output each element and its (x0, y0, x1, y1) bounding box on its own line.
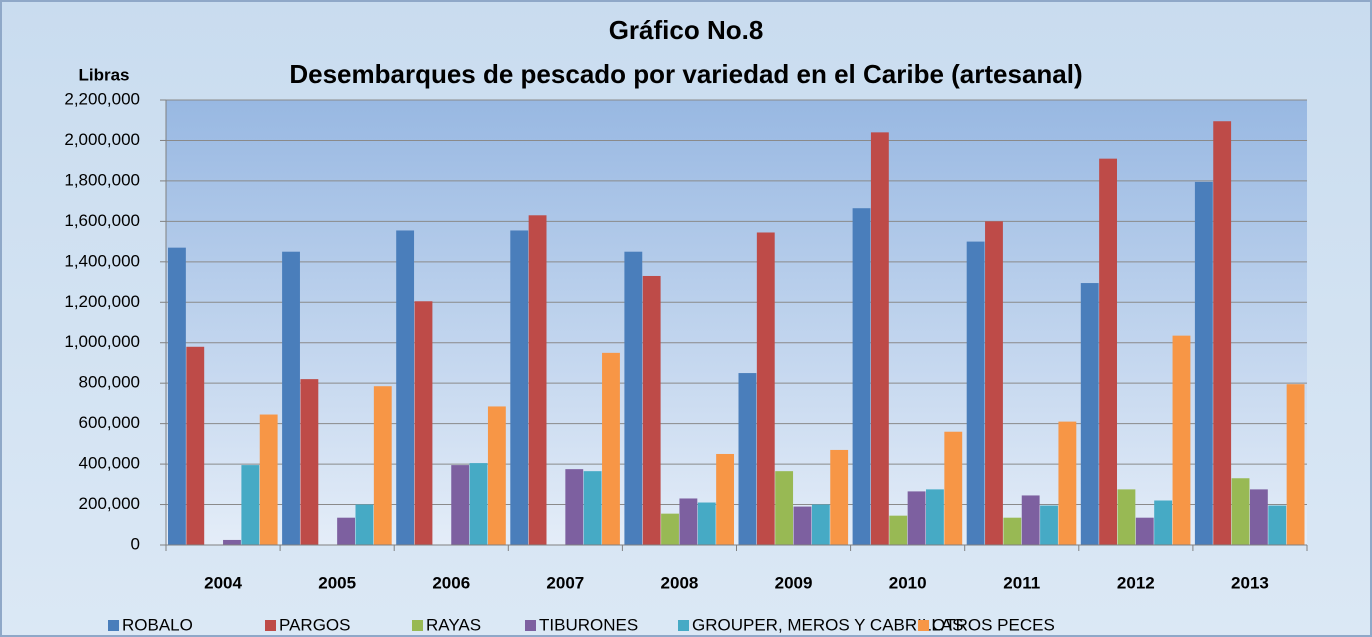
bar (168, 247, 186, 545)
legend-label: PARGOS (279, 615, 350, 634)
bar (528, 215, 547, 545)
x-tick-label: 2013 (1231, 573, 1269, 592)
y-tick-label: 1,600,000 (64, 211, 140, 230)
bar (300, 379, 319, 545)
bar (259, 414, 278, 545)
bar (1040, 505, 1058, 545)
bar (852, 208, 871, 545)
legend-label: ROBALO (122, 615, 193, 634)
bar (1194, 181, 1213, 545)
bar (679, 498, 698, 545)
x-tick-label: 2012 (1117, 573, 1155, 592)
bar (1249, 489, 1268, 545)
bar (1231, 478, 1250, 545)
legend-swatch (108, 620, 119, 631)
bar (1154, 500, 1173, 545)
bar (583, 471, 602, 545)
x-tick-label: 2010 (889, 573, 927, 592)
bar (1213, 121, 1232, 545)
bar (414, 301, 433, 545)
bar (889, 515, 908, 545)
x-tick-label: 2011 (1003, 573, 1040, 592)
bar (451, 465, 470, 545)
y-tick-label: 0 (131, 534, 140, 553)
bar (985, 221, 1003, 545)
y-tick-label: 2,200,000 (64, 89, 140, 108)
chart-subtitle: Desembarques de pescado por variedad en … (289, 59, 1082, 89)
bar (738, 373, 757, 545)
x-tick-label: 2009 (775, 573, 813, 592)
bar (602, 352, 620, 545)
legend-label: TIBURONES (539, 615, 638, 634)
bar (241, 465, 260, 545)
x-tick-label: 2007 (546, 573, 584, 592)
y-tick-label: 2,000,000 (64, 130, 140, 149)
x-tick-label: 2006 (432, 573, 470, 592)
bar (966, 241, 985, 545)
y-tick-label: 200,000 (79, 494, 140, 513)
bar (793, 506, 812, 545)
bar (1099, 158, 1117, 545)
legend-swatch (918, 620, 929, 631)
legend-label: RAYAS (426, 615, 481, 634)
legend-label: GROUPER, MEROS Y CABRILLAS (692, 615, 963, 634)
bar (1021, 495, 1040, 545)
bar (1058, 421, 1077, 545)
x-tick-label: 2004 (204, 573, 242, 592)
bar (697, 502, 716, 545)
bar (944, 431, 963, 545)
bar (716, 453, 734, 545)
plot-area (166, 100, 1307, 545)
bar (756, 232, 775, 545)
y-tick-label: 1,400,000 (64, 251, 140, 270)
y-tick-label: 1,800,000 (64, 170, 140, 189)
legend-swatch (525, 620, 536, 631)
bar (907, 491, 926, 545)
legend-swatch (265, 620, 276, 631)
bar (186, 346, 205, 545)
bar (1286, 384, 1305, 545)
bar (1080, 283, 1099, 545)
y-tick-label: 800,000 (79, 373, 140, 392)
y-tick-label: 1,000,000 (64, 332, 140, 351)
y-axis-label: Libras (78, 65, 129, 84)
legend-swatch (678, 620, 689, 631)
bar (1172, 335, 1191, 545)
bar (565, 469, 584, 545)
bar (811, 504, 830, 545)
bar (1135, 517, 1154, 545)
x-tick-label: 2005 (318, 573, 356, 592)
bar (926, 489, 944, 545)
bar (373, 386, 392, 545)
bar (775, 471, 794, 545)
bar (396, 230, 415, 545)
bar (282, 251, 300, 546)
bar (624, 251, 643, 546)
bar (355, 504, 374, 545)
bar (661, 513, 679, 545)
bar (642, 275, 661, 545)
chart-title: Gráfico No.8 (609, 15, 764, 45)
bar (830, 449, 849, 545)
bar (1268, 505, 1287, 545)
bar (337, 517, 355, 545)
legend-label: OTROS PECES (932, 615, 1055, 634)
bar (1117, 489, 1136, 545)
y-tick-label: 400,000 (79, 454, 140, 473)
bar (1003, 517, 1022, 545)
bar (487, 406, 506, 545)
bar (510, 230, 529, 545)
bar (223, 539, 241, 545)
x-tick-label: 2008 (661, 573, 699, 592)
y-tick-label: 600,000 (79, 413, 140, 432)
legend-swatch (412, 620, 423, 631)
bar (469, 463, 488, 545)
y-tick-label: 1,200,000 (64, 292, 140, 311)
bar (870, 132, 889, 545)
